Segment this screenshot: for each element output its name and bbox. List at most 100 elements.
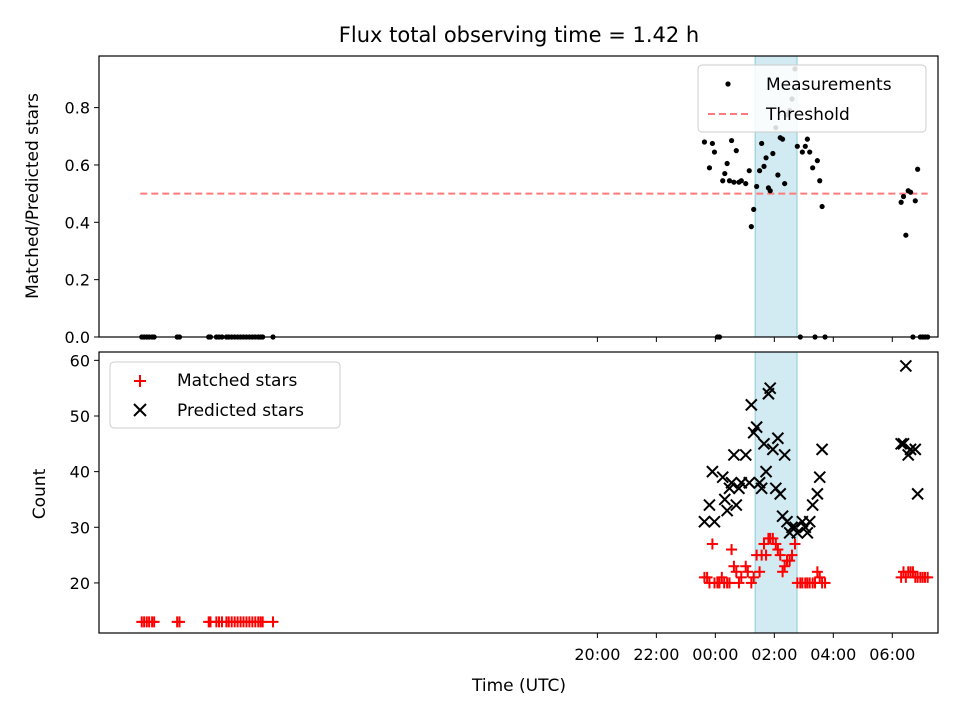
measurement-point: [782, 180, 788, 187]
predicted-point-b: [730, 498, 743, 512]
legend-box: [109, 361, 341, 429]
predicted-point: [774, 487, 787, 501]
y-tick-label: 30: [70, 518, 90, 537]
measurement-point: [799, 149, 805, 155]
measurement-point: [711, 149, 718, 155]
measurement-point: [775, 172, 781, 178]
predicted-point-b: [791, 526, 804, 540]
ratio-axes-frame: [98, 55, 939, 338]
predicted-point-b: [813, 470, 826, 484]
predicted-point: [698, 515, 711, 528]
count-panel: 20 30 40 50 60 20:00 22:00 00:00 02:00 04:00 06:0…: [30, 351, 939, 696]
predicted-point: [757, 437, 771, 451]
y-tick-label: 0.8: [65, 99, 90, 118]
measurement-point: [759, 140, 765, 147]
measurement-point: [731, 179, 737, 185]
predicted-point: [720, 504, 734, 517]
count-x-ticks: 20:00 22:00 00:00 02:00 04:00 06:00: [574, 633, 915, 664]
predicted-point-b: [909, 443, 922, 456]
count-marks: [136, 359, 934, 628]
predicted-point: [759, 465, 773, 478]
measurement-point: [900, 193, 907, 200]
measurement-point: [817, 178, 823, 184]
predicted-point: [763, 381, 777, 395]
predicted-point-b: [757, 437, 771, 451]
predicted-point-b: [763, 381, 777, 395]
matched-point: [777, 566, 789, 578]
predicted-point-b: [725, 476, 738, 489]
predicted-point-b: [720, 504, 734, 517]
matched-point: [758, 538, 770, 550]
predicted-point: [745, 398, 758, 412]
predicted-point-b: [716, 470, 729, 484]
y-tick-label: 0.2: [65, 271, 90, 290]
y-tick-label: 0.4: [65, 213, 90, 232]
measurement-point: [898, 199, 904, 205]
x-tick-label: 20:00: [574, 645, 620, 664]
measurement-point: [748, 224, 754, 230]
measurement-point: [726, 178, 733, 184]
count-axes-frame: [98, 351, 939, 634]
predicted-point: [708, 515, 721, 528]
x-axis-label: Time (UTC): [471, 676, 566, 696]
predicted-point: [739, 448, 752, 462]
matched-point: [789, 538, 801, 550]
measurement-point: [728, 137, 735, 144]
predicted-point-b: [801, 526, 814, 540]
predicted-point: [778, 448, 791, 462]
measurement-point: [810, 165, 816, 171]
ratio-legend: Measurements Threshold: [697, 64, 927, 133]
measurement-point: [709, 140, 715, 147]
measurement-point: [912, 198, 918, 204]
predicted-point-b: [753, 476, 766, 489]
matched-point: [907, 566, 919, 578]
y-tick-label: 50: [70, 407, 90, 426]
matched-point: [811, 566, 823, 578]
predicted-point-b: [911, 487, 924, 501]
predicted-point-b: [811, 487, 824, 501]
legend-matched: Matched stars: [177, 371, 297, 391]
matched-point: [724, 577, 736, 589]
predicted-point-b: [759, 465, 773, 478]
predicted-point-b: [766, 443, 780, 456]
matched-point: [740, 560, 752, 572]
measurement-point: [722, 170, 728, 177]
matched-point: [716, 571, 728, 583]
predicted-point: [706, 465, 719, 478]
predicted-point: [791, 526, 804, 540]
predicted-point: [718, 493, 731, 506]
predicted-point: [904, 443, 917, 456]
predicted-point: [813, 470, 826, 484]
legend-plus-marker: [134, 375, 146, 387]
matched-point: [922, 571, 934, 583]
matched-point: [701, 571, 713, 583]
predicted-point-b: [904, 443, 917, 456]
predicted-point: [703, 498, 716, 512]
y-tick-label: 20: [70, 574, 90, 593]
predicted-point: [727, 448, 741, 462]
matched-point: [267, 616, 279, 628]
legend-measurements: Measurements: [766, 75, 892, 95]
predicted-point-b: [750, 420, 763, 434]
predicted-point: [801, 526, 814, 540]
predicted-point-b: [755, 482, 768, 495]
predicted-point-b: [718, 493, 731, 506]
matched-point: [760, 549, 772, 561]
x-tick-label: 00:00: [692, 645, 738, 664]
measurement-point: [802, 143, 808, 149]
matched-point: [784, 555, 796, 567]
predicted-point-b: [803, 515, 816, 528]
matched-point: [900, 571, 912, 583]
predicted-point: [811, 487, 824, 501]
predicted-point: [730, 498, 743, 512]
matched-point: [754, 566, 766, 578]
legend-dot-marker: [725, 81, 731, 87]
predicted-point: [743, 476, 756, 489]
count-legend: Matched stars Predicted stars: [109, 361, 341, 429]
legend-predicted: Predicted stars: [177, 401, 304, 421]
measurement-point: [754, 183, 760, 190]
predicted-point: [911, 487, 924, 501]
matched-point: [767, 532, 779, 544]
ratio-x-ticks: [596, 337, 893, 342]
